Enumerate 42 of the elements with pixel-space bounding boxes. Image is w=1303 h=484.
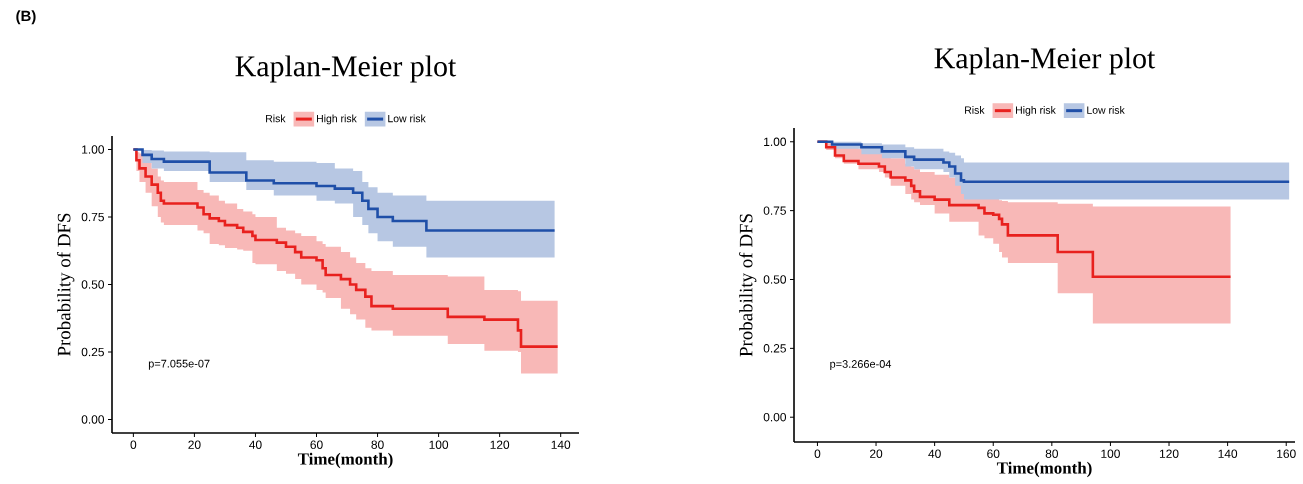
x-tick-label: 0 (130, 440, 137, 449)
x-tick-label: 0 (814, 449, 821, 458)
x-tick-label: 100 (1101, 449, 1120, 458)
y-tick-label: 0.00 (81, 415, 105, 424)
y-tick-label: 0.50 (763, 275, 787, 284)
x-axis-title: Time(month) (297, 452, 393, 469)
chart-title: Kaplan-Meier plot (934, 47, 1156, 75)
x-tick-label: 100 (429, 440, 449, 449)
annotation: p=7.055e-07 (148, 359, 210, 370)
x-tick-label: 20 (188, 440, 201, 449)
legend-label: High risk (1016, 106, 1056, 116)
y-tick-label: 0.50 (81, 280, 105, 289)
x-axis-title: Time(month) (996, 461, 1092, 478)
x-tick-label: 60 (310, 440, 323, 449)
x-tick-label: 80 (371, 440, 384, 449)
legend-title: Risk (965, 106, 985, 114)
y-tick-label: 0.75 (81, 212, 104, 222)
x-tick-label: 20 (869, 449, 883, 458)
y-axis-title: Probability of DFS (56, 213, 75, 356)
legend-label: Low risk (388, 114, 426, 123)
annotation: p=3.266e-04 (830, 360, 892, 371)
chart-title: Kaplan-Meier plot (235, 55, 457, 83)
legend-title: Risk (266, 114, 286, 123)
legend-label: Low risk (1087, 106, 1125, 114)
x-tick-label: 40 (928, 449, 941, 458)
legend-label: High risk (317, 114, 357, 125)
y-tick-label: 0.00 (763, 412, 787, 422)
x-tick-label: 40 (249, 440, 262, 449)
y-tick-label: 1.00 (764, 137, 787, 146)
x-tick-label: 120 (490, 440, 510, 449)
y-tick-label: 0.25 (763, 344, 786, 353)
y-tick-label: 1.00 (82, 145, 105, 154)
x-tick-label: 60 (987, 449, 1000, 458)
y-tick-label: 0.25 (81, 347, 104, 357)
x-tick-label: 80 (1045, 449, 1059, 458)
y-tick-label: 0.75 (763, 206, 786, 215)
x-tick-label: 140 (551, 440, 571, 449)
y-axis-title: Probability of DFS (738, 214, 757, 357)
x-tick-label: 120 (1159, 449, 1179, 458)
text: (B) (16, 10, 36, 25)
x-tick-label: 140 (1218, 449, 1238, 458)
x-tick-label: 160 (1277, 449, 1296, 458)
